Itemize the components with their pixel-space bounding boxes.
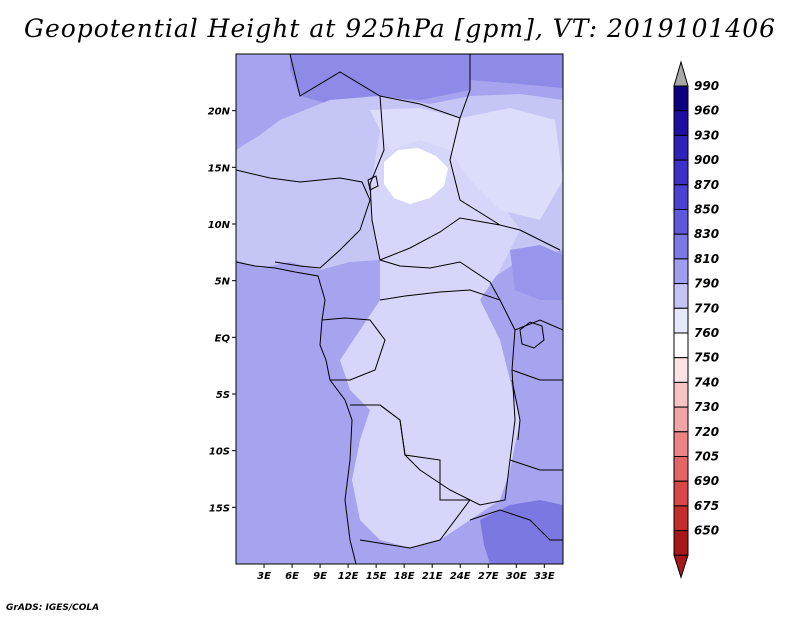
border-gabon xyxy=(321,317,386,381)
colorbar-label: 705 xyxy=(694,450,719,464)
colorbar-swatch xyxy=(673,530,689,556)
colorbar-label: 750 xyxy=(694,351,719,365)
colorbar-swatch xyxy=(673,357,689,383)
colorbar-swatch xyxy=(673,480,689,507)
border-east xyxy=(499,224,563,471)
colorbar-label: 690 xyxy=(694,474,719,488)
colorbar-swatch xyxy=(673,381,689,408)
colorbar-swatch xyxy=(673,159,689,186)
height-field xyxy=(236,54,563,564)
colorbar-bottom-arrow xyxy=(673,554,689,579)
colorbar-label: 675 xyxy=(694,499,719,513)
colorbar-swatch xyxy=(673,209,689,235)
colorbar-label: 740 xyxy=(694,375,719,389)
colorbar-label: 850 xyxy=(694,203,719,217)
lon-tick-label: 12E xyxy=(338,571,359,582)
lon-tick-label: 30E xyxy=(506,571,527,582)
colorbar-label: 730 xyxy=(694,400,719,414)
lat-tick-label: 10S xyxy=(209,447,230,458)
lake-tanganyika xyxy=(511,379,521,441)
lon-tick-label: 24E xyxy=(450,571,471,582)
colorbar-label: 760 xyxy=(694,326,719,340)
lat-axis: 20N 15N 10N 5N EQ 5S 10S 15S xyxy=(208,107,236,514)
lon-tick-label: 9E xyxy=(313,571,327,582)
lake-victoria xyxy=(519,321,545,349)
lon-tick-label: 6E xyxy=(285,571,299,582)
lake-chad xyxy=(367,175,379,191)
field-north-dark xyxy=(290,54,563,104)
colorbar-swatch xyxy=(673,85,689,112)
colorbar-label: 810 xyxy=(694,252,719,266)
colorbar-swatch xyxy=(673,134,689,161)
colorbar-swatch xyxy=(673,332,689,359)
map-title: Geopotential Height at 925hPa [gpm], VT:… xyxy=(23,14,777,43)
colorbar-swatch xyxy=(673,110,689,136)
colorbar-swatch xyxy=(673,505,689,532)
border-sahara xyxy=(289,54,471,119)
colorbar-label: 900 xyxy=(694,153,719,167)
lon-tick-label: 21E xyxy=(422,571,443,582)
lat-tick-label: 15S xyxy=(209,503,230,514)
lon-tick-label: 33E xyxy=(534,571,555,582)
lon-axis: 3E 6E 9E 12E 15E 18E 21E 24E 27E 30E 33E xyxy=(257,564,555,582)
colorbar-label: 830 xyxy=(694,227,719,241)
colorbar-label: 990 xyxy=(694,79,719,93)
lat-tick-label: 5S xyxy=(216,390,230,401)
lon-tick-label: 18E xyxy=(394,571,415,582)
lon-tick-label: 15E xyxy=(366,571,387,582)
colorbar-swatch xyxy=(673,406,689,433)
colorbar-label: 650 xyxy=(694,524,719,538)
colorbar-swatch xyxy=(673,456,689,482)
field-southeast-dark xyxy=(480,500,563,564)
field-east-dark xyxy=(510,245,563,300)
lat-tick-label: EQ xyxy=(215,333,231,344)
colorbar-label: 720 xyxy=(694,425,719,439)
lat-tick-label: 20N xyxy=(208,107,231,118)
credit-label: GrADS: IGES/COLA xyxy=(6,603,100,613)
colorbar: 990 960 930 900 870 850 830 810 790 770 760 750 740 7… xyxy=(673,60,719,579)
border-nigeria xyxy=(236,169,371,269)
colorbar-label: 960 xyxy=(694,104,719,118)
borders xyxy=(236,54,563,564)
border-southeast xyxy=(469,509,563,541)
map-frame xyxy=(235,53,564,565)
lat-tick-label: 10N xyxy=(208,220,231,231)
coastline-west xyxy=(236,261,357,564)
colorbar-swatch xyxy=(673,283,689,309)
border-car xyxy=(379,259,501,301)
colorbar-label: 930 xyxy=(694,128,719,142)
colorbar-swatch xyxy=(673,307,689,334)
colorbar-swatch xyxy=(673,233,689,260)
lon-tick-label: 3E xyxy=(257,571,271,582)
colorbar-label: 790 xyxy=(694,277,719,291)
colorbar-swatch xyxy=(673,431,689,457)
colorbar-label: 870 xyxy=(694,178,719,192)
lon-tick-label: 27E xyxy=(478,571,499,582)
colorbar-swatch xyxy=(673,258,689,285)
field-sahara-lighter xyxy=(370,108,563,220)
border-angola xyxy=(350,404,471,549)
colorbar-top-arrow xyxy=(673,60,689,87)
field-white-pocket xyxy=(384,148,448,204)
field-central-light xyxy=(340,120,520,548)
lat-tick-label: 5N xyxy=(215,277,231,288)
lat-tick-label: 15N xyxy=(208,163,231,174)
colorbar-swatch xyxy=(673,184,689,211)
colorbar-label: 770 xyxy=(694,301,719,315)
